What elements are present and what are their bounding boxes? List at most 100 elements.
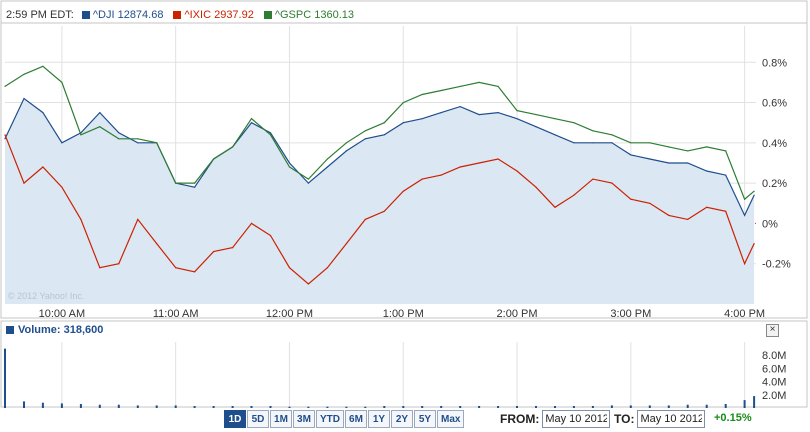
ixic-line-point (232, 247, 234, 249)
gspc-line-point (250, 118, 253, 120)
gspc-line-point (478, 81, 480, 83)
gspc-line-point (725, 150, 727, 152)
volume-bar (174, 405, 177, 408)
gspc-line-point (137, 138, 139, 140)
volume-bar (724, 404, 727, 408)
ixic-line-point (649, 202, 651, 204)
volume-bar (705, 404, 708, 408)
volume-bar (288, 406, 291, 408)
dji-line-point (440, 112, 442, 114)
gspc-line-point (440, 89, 442, 92)
range-ytd-button[interactable]: YTD (316, 410, 344, 428)
ixic-line-point (744, 263, 746, 265)
gspc-line-point (706, 146, 708, 148)
dji-line-point (345, 150, 347, 152)
volume-bar (440, 406, 443, 408)
legend-swatch-gspc (263, 11, 272, 19)
range-1d-button[interactable]: 1D (224, 410, 246, 428)
volume-close-button[interactable]: × (766, 324, 779, 337)
gspc-line-point (573, 122, 575, 124)
change-value: +0.15% (714, 412, 752, 424)
range-6m-button[interactable]: 6M (345, 410, 367, 428)
dji-line-point (744, 214, 746, 216)
x-tick-label: 2:00 PM (497, 308, 538, 320)
gspc-line-point (307, 178, 309, 180)
dji-line-point (364, 138, 366, 140)
ixic-line-point (383, 210, 385, 212)
ixic-line-point (402, 190, 404, 192)
volume-bar (136, 405, 139, 408)
dji-line-point (611, 142, 613, 144)
range-3m-button[interactable]: 3M (293, 410, 315, 428)
ixic-line-point (753, 243, 755, 245)
dji-line-point (573, 142, 575, 144)
ixic-line-point (345, 243, 347, 245)
dji-line-point (753, 194, 755, 196)
dji-line-point (478, 114, 480, 116)
ixic-line-point (61, 186, 63, 188)
ixic-line-point (573, 194, 575, 196)
ixic-line-point (326, 267, 328, 269)
volume-y-tick-label: 2.0M (762, 390, 786, 402)
ixic-line-point (630, 198, 632, 200)
legend-label-ixic: ^IXIC 2937.92 (184, 9, 254, 21)
y-tick-label: 0.8% (762, 57, 787, 69)
main-panel-frame (0, 0, 808, 319)
ixic-line-point (535, 186, 537, 188)
ixic-line-point (440, 174, 442, 176)
range-5y-button[interactable]: 5Y (414, 410, 436, 428)
volume-bar (753, 396, 756, 408)
x-tick-label: 1:00 PM (383, 308, 424, 320)
y-tick-label: 0.2% (762, 178, 787, 190)
volume-bar (79, 404, 82, 408)
ixic-line-point (554, 206, 556, 208)
gspc-line-point (592, 130, 594, 132)
dji-line-point (61, 142, 63, 144)
dji-line-point (649, 158, 651, 160)
dji-line-point (706, 170, 708, 172)
ixic-line-point (269, 234, 272, 237)
volume-bar (23, 401, 25, 408)
legend-item-ixic: ^IXIC 2937.92 (173, 9, 254, 21)
range-5d-button[interactable]: 5D (247, 410, 269, 428)
dji-line-point (516, 118, 518, 120)
volume-bar (231, 406, 234, 408)
legend-item-dji: ^DJI 12874.68 (81, 9, 163, 21)
dji-line-point (118, 132, 120, 134)
range-max-button[interactable]: Max (437, 410, 465, 428)
volume-bar (478, 406, 481, 408)
range-1m-button[interactable]: 1M (270, 410, 292, 428)
dji-line-point (4, 138, 6, 140)
volume-bar (41, 402, 44, 408)
ixic-line-point (156, 243, 158, 245)
y-tick-label: 0% (762, 218, 778, 230)
dji-line-point (497, 112, 499, 114)
gspc-line-point (630, 142, 632, 144)
dji-line-point (42, 112, 44, 114)
dji-line-point (402, 122, 404, 124)
from-date-input[interactable] (542, 410, 611, 428)
legend-item-gspc: ^GSPC 1360.13 (263, 9, 354, 21)
volume-bar (60, 403, 63, 408)
volume-bar (250, 406, 253, 408)
dji-line-point (250, 122, 253, 124)
volume-bar (459, 406, 462, 408)
dji-line-point (630, 154, 632, 156)
from-label: FROM: (500, 412, 540, 426)
x-tick-label: 3:00 PM (610, 308, 651, 320)
dji-line-point (137, 142, 139, 144)
to-label: TO: (614, 412, 635, 426)
ixic-line-point (706, 206, 708, 208)
chart-legend: 2:59 PM EDT: ^DJI 12874.68 ^IXIC 2937.92… (0, 6, 760, 24)
range-buttons: 1D 5D 1M 3M YTD 6M 1Y 2Y 5Y Max (224, 410, 465, 428)
ixic-line-point (592, 178, 594, 180)
ixic-line-point (80, 218, 82, 220)
volume-y-tick-label: 8.0M (762, 350, 786, 362)
gspc-line-point (80, 134, 82, 136)
dji-line-point (592, 142, 594, 144)
range-2y-button[interactable]: 2Y (391, 410, 413, 428)
dji-line-point (326, 166, 328, 168)
gspc-line-point (611, 134, 613, 136)
range-1y-button[interactable]: 1Y (368, 410, 390, 428)
to-date-input[interactable] (637, 410, 706, 428)
